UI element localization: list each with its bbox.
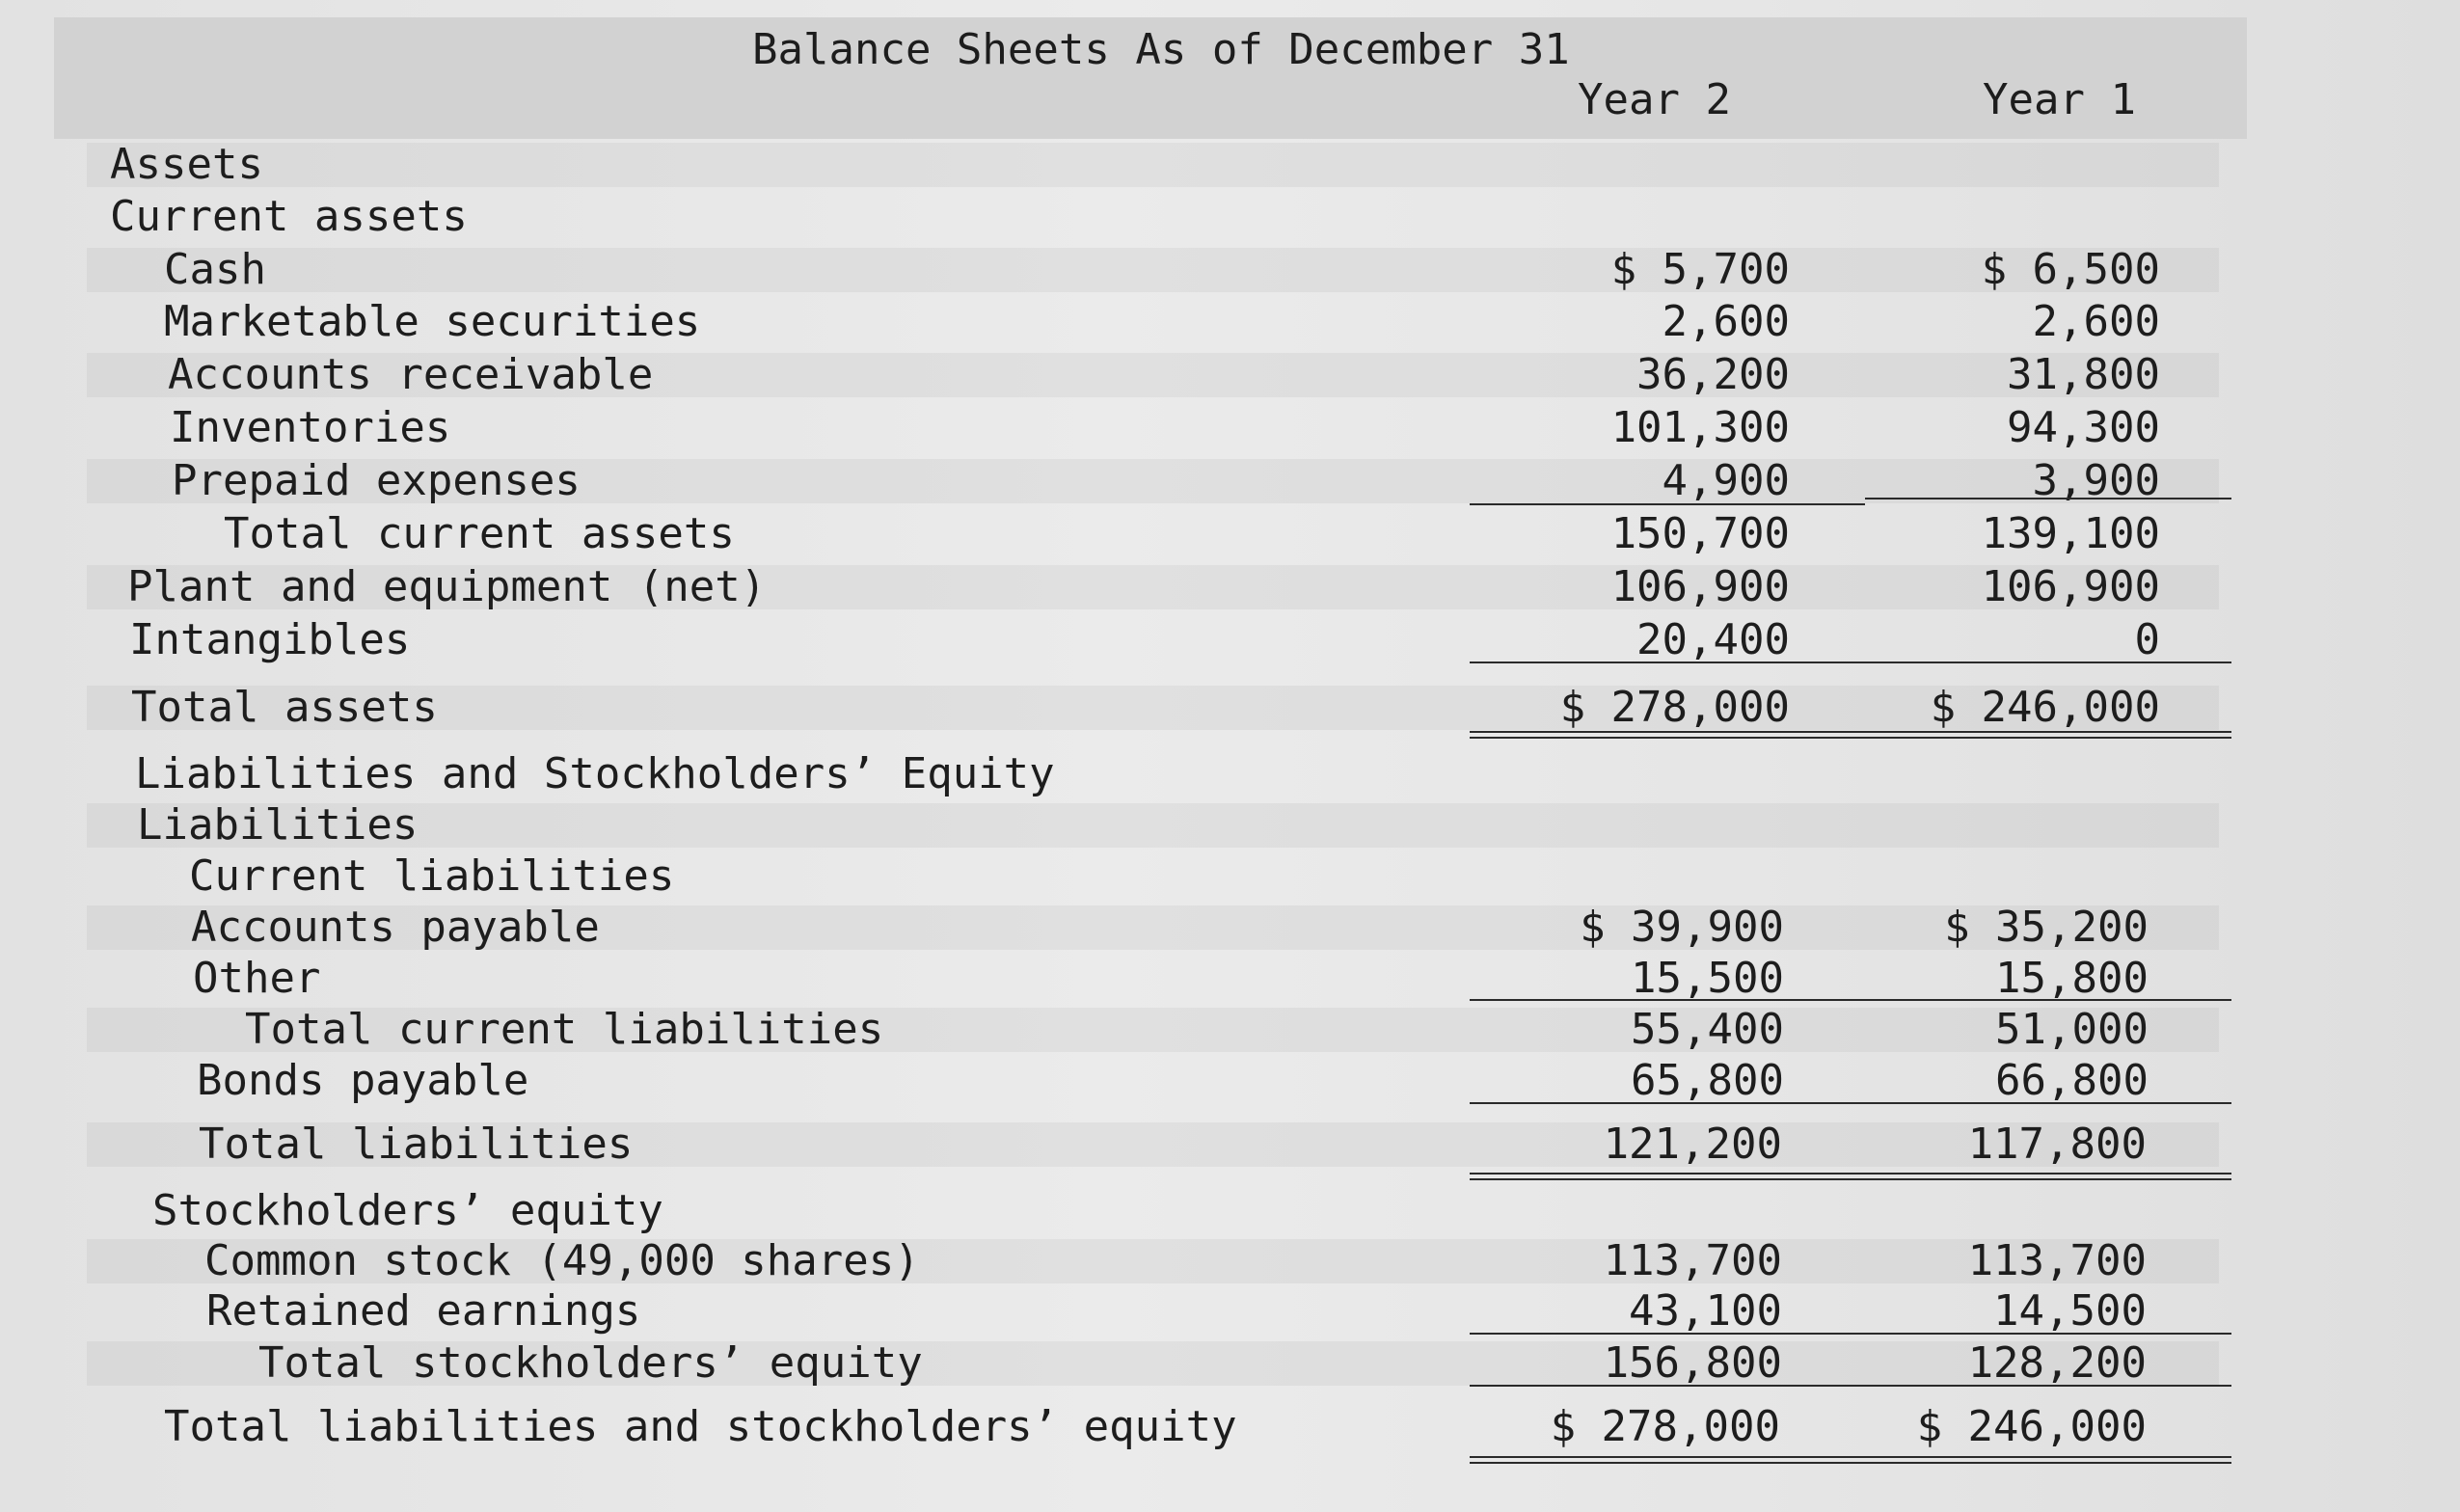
total-double-rule	[1470, 1173, 2231, 1180]
table-row: Total stockholders’ equity 156,800 128,2…	[0, 1337, 2460, 1390]
table-row: Marketable securities 2,600 2,600	[0, 296, 2460, 348]
table-row: Accounts payable $ 39,900 $ 35,200	[0, 902, 2460, 954]
value-year-1: $ 246,000	[1916, 1402, 2147, 1451]
value-year-2: 2,600	[1662, 297, 1790, 346]
subtotal-rule	[1470, 1385, 2231, 1387]
value-year-2: 15,500	[1631, 954, 1784, 1003]
table-row: Cash $ 5,700 $ 6,500	[0, 244, 2460, 296]
value-year-1: 94,300	[2007, 403, 2160, 452]
value-year-2: $ 278,000	[1559, 683, 1790, 732]
table-row: Total current assets 150,700 139,100	[0, 508, 2460, 560]
table-row: Total liabilities and stockholders’ equi…	[0, 1401, 2460, 1453]
value-year-1: 128,200	[1967, 1338, 2147, 1388]
table-row: Current assets	[0, 191, 2460, 243]
column-header-year-2: Year 2	[1578, 75, 1731, 124]
row-label: Total liabilities and stockholders’ equi…	[164, 1402, 1237, 1451]
subtotal-rule	[1470, 662, 2231, 663]
table-row: Total assets $ 278,000 $ 246,000	[0, 682, 2460, 734]
value-year-2: $ 278,000	[1550, 1402, 1780, 1451]
value-year-1: 15,800	[1995, 954, 2149, 1003]
table-row: Prepaid expenses 4,900 3,900	[0, 455, 2460, 507]
table-row: Total liabilities 121,200 117,800	[0, 1119, 2460, 1171]
total-double-rule	[1470, 1456, 2231, 1464]
table-row: Assets	[0, 139, 2460, 191]
value-year-1: $ 246,000	[1930, 683, 2160, 732]
row-label: Total current liabilities	[245, 1005, 884, 1054]
column-header-year-1: Year 1	[1983, 75, 2136, 124]
value-year-1: 2,600	[2032, 297, 2160, 346]
value-year-1: 106,900	[1981, 562, 2160, 611]
subtotal-rule	[1470, 503, 1865, 505]
total-double-rule	[1470, 731, 2231, 739]
row-label: Accounts receivable	[168, 350, 654, 399]
value-year-2: 36,200	[1636, 350, 1790, 399]
row-label: Retained earnings	[206, 1286, 641, 1336]
row-label: Accounts payable	[191, 903, 600, 952]
value-year-1: 31,800	[2007, 350, 2160, 399]
value-year-1: 51,000	[1995, 1005, 2149, 1054]
table-row: Inventories 101,300 94,300	[0, 402, 2460, 454]
row-label: Common stock (49,000 shares)	[204, 1236, 920, 1285]
row-label: Prepaid expenses	[172, 456, 581, 505]
subtotal-rule	[1470, 999, 2231, 1001]
subtotal-rule	[1470, 1102, 2231, 1104]
row-label: Plant and equipment (net)	[127, 562, 767, 611]
table-row: Common stock (49,000 shares) 113,700 113…	[0, 1235, 2460, 1287]
table-row: Retained earnings 43,100 14,500	[0, 1285, 2460, 1337]
value-year-2: $ 39,900	[1580, 903, 1784, 952]
row-label: Intangibles	[129, 615, 411, 664]
value-year-1: $ 6,500	[1981, 245, 2160, 294]
row-label: Bonds payable	[197, 1056, 529, 1105]
value-year-2: 150,700	[1610, 509, 1790, 558]
row-label: Current assets	[110, 192, 468, 241]
value-year-2: 101,300	[1610, 403, 1790, 452]
value-year-1: 117,800	[1967, 1120, 2147, 1169]
value-year-2: 4,900	[1662, 456, 1790, 505]
row-label: Stockholders’ equity	[152, 1186, 663, 1235]
subtotal-rule	[1470, 1333, 2231, 1335]
row-label: Liabilities	[137, 800, 419, 850]
value-year-1: 139,100	[1981, 509, 2160, 558]
row-label: Assets	[110, 140, 263, 189]
table-row: Total current liabilities 55,400 51,000	[0, 1004, 2460, 1056]
table-row: Other 15,500 15,800	[0, 953, 2460, 1005]
value-year-1: 113,700	[1967, 1236, 2147, 1285]
row-label: Cash	[164, 245, 266, 294]
value-year-2: 121,200	[1603, 1120, 1782, 1169]
row-label: Total current assets	[224, 509, 735, 558]
table-row: Bonds payable 65,800 66,800	[0, 1055, 2460, 1107]
row-label: Other	[193, 954, 321, 1003]
value-year-1: 3,900	[2032, 456, 2160, 505]
row-label: Current liabilities	[189, 851, 675, 901]
value-year-2: 106,900	[1610, 562, 1790, 611]
value-year-1: 14,500	[1993, 1286, 2147, 1336]
value-year-2: 43,100	[1629, 1286, 1782, 1336]
value-year-2: 65,800	[1631, 1056, 1784, 1105]
table-row: Stockholders’ equity	[0, 1185, 2460, 1237]
row-label: Total liabilities	[199, 1120, 634, 1169]
value-year-2: 156,800	[1603, 1338, 1782, 1388]
sheet-title: Balance Sheets As of December 31	[752, 25, 1570, 74]
value-year-2: $ 5,700	[1610, 245, 1790, 294]
table-row: Accounts receivable 36,200 31,800	[0, 349, 2460, 401]
value-year-1: 0	[2134, 615, 2161, 664]
table-row: Liabilities and Stockholders’ Equity	[0, 748, 2460, 800]
subtotal-rule	[1865, 498, 2231, 500]
table-row: Current liabilities	[0, 850, 2460, 903]
table-row: Plant and equipment (net) 106,900 106,90…	[0, 561, 2460, 613]
table-row: Liabilities	[0, 799, 2460, 851]
value-year-2: 55,400	[1631, 1005, 1784, 1054]
row-label: Total stockholders’ equity	[258, 1338, 923, 1388]
value-year-2: 20,400	[1636, 615, 1790, 664]
table-row: Intangibles 20,400 0	[0, 614, 2460, 666]
header-band	[54, 17, 2247, 139]
row-label: Marketable securities	[164, 297, 701, 346]
row-label: Liabilities and Stockholders’ Equity	[135, 749, 1055, 798]
value-year-2: 113,700	[1603, 1236, 1782, 1285]
value-year-1: $ 35,200	[1944, 903, 2149, 952]
row-label: Inventories	[170, 403, 451, 452]
value-year-1: 66,800	[1995, 1056, 2149, 1105]
row-label: Total assets	[131, 683, 438, 732]
